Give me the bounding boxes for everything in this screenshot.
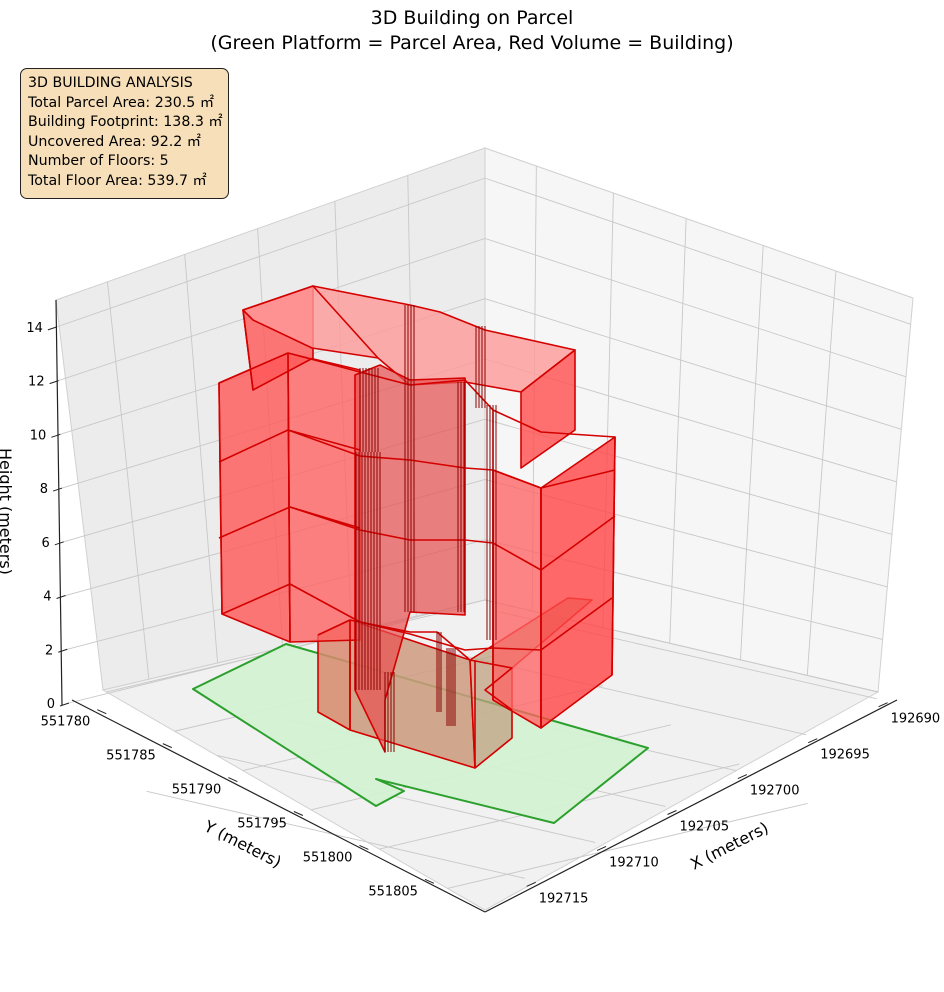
z-tick xyxy=(58,648,68,653)
central-core xyxy=(354,364,466,753)
chart-title: 3D Building on Parcel xyxy=(370,7,574,29)
z-gridline xyxy=(56,177,486,328)
y-tick-label: 551805 xyxy=(368,884,418,899)
building-analysis-box: 3D BUILDING ANALYSIS Total Parcel Area: … xyxy=(20,68,229,199)
x-tick-label: 192700 xyxy=(750,784,800,799)
z-tick xyxy=(56,595,66,600)
y-tick xyxy=(97,709,107,715)
z-tick xyxy=(59,702,70,707)
edge-v6 xyxy=(242,309,254,391)
x-tick-label: 192695 xyxy=(820,748,870,763)
y-tick xyxy=(424,878,435,884)
x-tick xyxy=(878,702,888,708)
y-tick-label: 551795 xyxy=(237,816,287,831)
x-tick xyxy=(526,881,536,887)
y-tick xyxy=(293,811,304,816)
z-tick-label: 6 xyxy=(42,536,50,551)
y-tick-label: 551780 xyxy=(41,715,91,730)
z-tick xyxy=(47,326,58,331)
info-line-uncovered: Uncovered Area: 92.2 ㎡ xyxy=(28,133,201,150)
wall-gridline-right xyxy=(806,270,837,676)
z-tick-label: 4 xyxy=(43,590,51,605)
y-tick-label: 551800 xyxy=(303,850,353,865)
wall-gridline-left xyxy=(107,281,150,680)
x-tick-label: 192715 xyxy=(539,891,589,906)
slab-diagonal-2 xyxy=(289,506,361,529)
z-gridline xyxy=(484,237,907,378)
z-gridline xyxy=(484,177,911,325)
z-tick-label: 10 xyxy=(30,428,47,443)
x-tick xyxy=(737,774,748,780)
info-line-parcel-area: Total Parcel Area: 230.5 ㎡ xyxy=(28,94,215,111)
x-tick xyxy=(808,738,818,744)
z-tick-label: 14 xyxy=(26,321,43,336)
slab-diagonal-3 xyxy=(312,285,379,359)
main-left-face xyxy=(218,352,291,643)
floor-slab-line-1 xyxy=(218,352,616,438)
edge-v2 xyxy=(287,352,291,643)
edge-v1 xyxy=(218,382,223,615)
core-hatching xyxy=(355,305,497,752)
z-tick xyxy=(52,487,63,492)
info-heading: 3D BUILDING ANALYSIS xyxy=(28,75,193,91)
building-volume xyxy=(218,285,616,769)
y-tick xyxy=(228,777,238,783)
main-mid-face xyxy=(287,352,361,643)
axes xyxy=(55,299,898,913)
y-tick xyxy=(359,844,369,850)
info-line-floor-area: Total Floor Area: 539.7 ㎡ xyxy=(28,172,207,189)
z-gridline xyxy=(484,298,902,430)
y-axis-line xyxy=(71,699,486,913)
y-tick-label: 551785 xyxy=(106,749,156,764)
x-tick-label: 192690 xyxy=(891,712,941,727)
z-tick xyxy=(51,433,61,438)
edge-v4 xyxy=(611,436,616,676)
z-tick xyxy=(54,541,64,546)
y-tick-label: 551790 xyxy=(172,783,222,798)
slab-diagonal-1 xyxy=(287,429,361,451)
z-tick-label: 8 xyxy=(40,482,48,497)
y-tick xyxy=(162,743,173,749)
z-tick-label: 12 xyxy=(28,375,45,390)
z-tick-label: 2 xyxy=(45,643,53,658)
x-tick-label: 192710 xyxy=(609,855,659,870)
z-tick-label: 0 xyxy=(47,697,55,712)
wall-gridline-right xyxy=(669,218,687,644)
floor-slab-line-2 xyxy=(218,429,616,489)
wall-gridline-right xyxy=(740,245,764,660)
z-axis-line xyxy=(55,299,63,706)
x-tick xyxy=(596,845,607,851)
upper-block-right xyxy=(520,349,576,469)
axis-ticks: 0 2 4 6 8 10 12 14 551780 551785 551790 551795 55180… xyxy=(26,321,940,906)
x-tick xyxy=(667,810,677,815)
z-axis-label: Height (meters) xyxy=(0,448,15,575)
chart-subtitle: (Green Platform = Parcel Area, Red Volum… xyxy=(210,32,734,54)
z-tick xyxy=(49,380,59,385)
x-tick-label: 192705 xyxy=(679,819,729,834)
x-axis-line xyxy=(484,699,898,913)
info-line-floors: Number of Floors: 5 xyxy=(28,153,169,170)
lower-wing-top xyxy=(317,619,513,711)
floor-gridline xyxy=(217,754,596,843)
info-line-footprint: Building Footprint: 138.3 ㎡ xyxy=(28,114,223,131)
wall-gridline-left xyxy=(184,254,219,664)
right-block-front xyxy=(492,469,542,729)
